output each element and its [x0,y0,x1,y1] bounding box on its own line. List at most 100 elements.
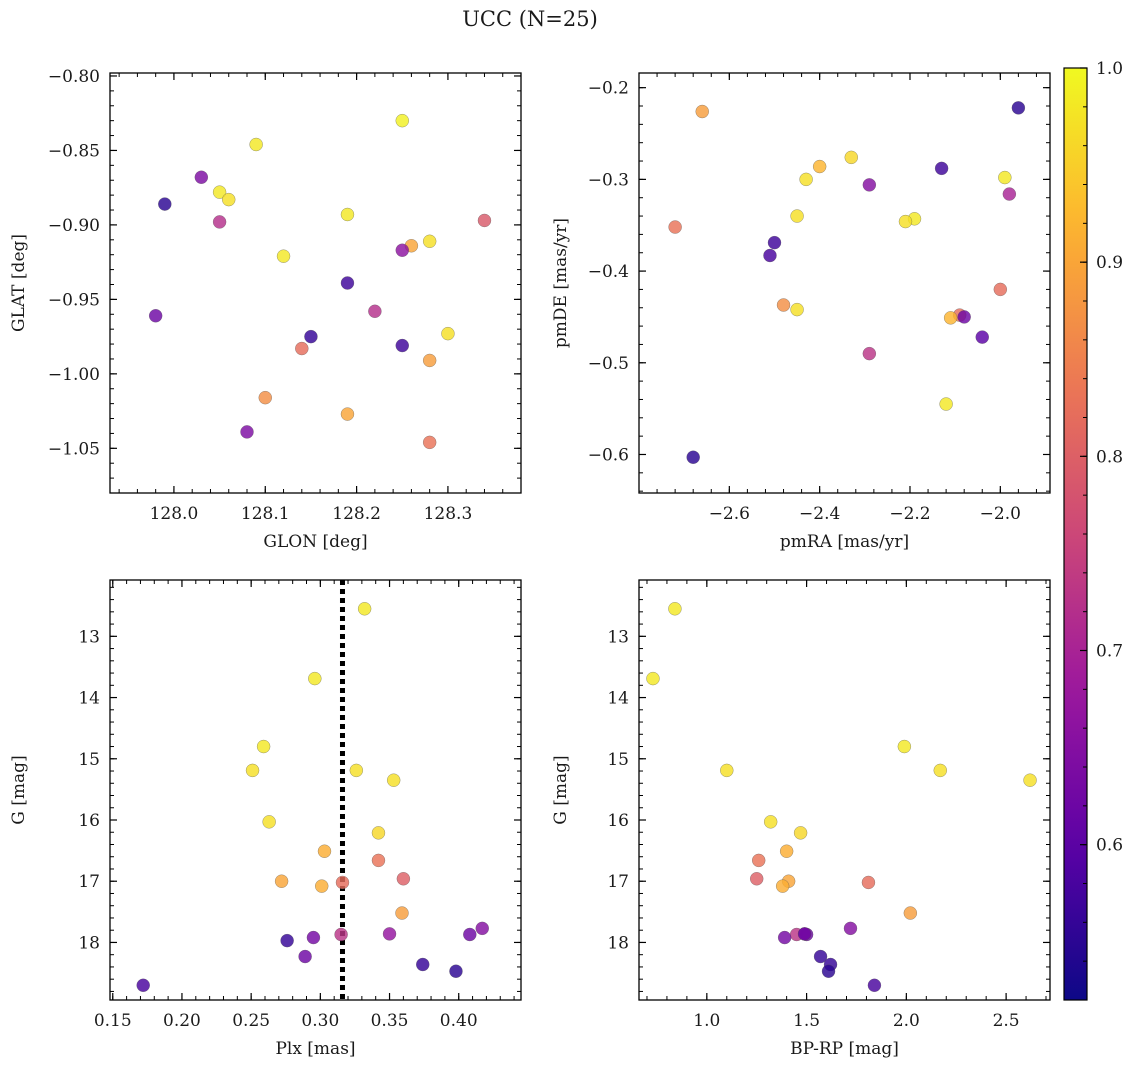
scatter-point [396,872,411,886]
x-tick-label: 128.2 [332,504,381,524]
x-tick-label: 2.5 [993,1011,1020,1031]
y-tick-label: 16 [607,811,629,831]
scatter-point [280,933,294,948]
axes-frame [638,579,1051,1001]
scatter-point [212,185,227,199]
scatter-point [862,346,877,361]
scatter-point [368,304,382,319]
scatter-point [897,739,912,754]
colorbar-tick-label: 0.9 [1096,253,1123,273]
scatter-point [775,879,790,893]
scatter-point [843,921,858,936]
scatter-point [308,671,322,686]
y-tick-label: 15 [78,750,100,770]
x-tick-label: 0.15 [94,1011,132,1031]
x-tick-label: 2.0 [893,1011,920,1031]
scatter-point [334,927,348,942]
scatter-point [463,927,477,942]
panel-parallax-magnitude: 0.15 0.20 0.25 0.30 0.35 0.40 13 14 15 16 17 18 Plx … [9,579,522,1059]
scatter-point [340,407,355,421]
x-tick-label: 0.40 [440,1011,478,1031]
y-tick-label: 13 [78,627,100,647]
colorbar-tick-label: 1.0 [1096,59,1123,79]
y-tick-label: −0.4 [588,262,629,282]
figure-title: UCC (N=25) [462,7,598,31]
x-tick-label: 0.20 [163,1011,201,1031]
x-tick-label: 1.5 [793,1011,820,1031]
scatter-point [415,957,430,972]
x-axis-label: Plx [mas] [275,1039,355,1059]
scatter-point [306,930,321,945]
scatter-point [933,763,948,778]
scatter-point [799,172,813,187]
scatter-point [763,815,778,829]
scatter-point [821,964,836,978]
colorbar-tick-label: 0.6 [1096,836,1123,856]
x-tick-label: 128.1 [241,504,290,524]
scatter-point [386,773,401,787]
scatter-point [240,425,254,439]
scatter-point [993,282,1008,297]
scatter-point [349,763,364,778]
scatter-point [136,978,150,993]
scatter-point [441,326,455,341]
scatter-point [844,150,859,165]
y-tick-label: −0.80 [48,67,100,87]
scatter-point [776,298,791,312]
scatter-point [314,879,329,893]
scatter-point [422,234,437,249]
scatter-point [998,170,1012,185]
x-tick-label: −2.6 [709,504,750,524]
scatter-point [943,311,958,325]
y-tick-label: 17 [607,872,629,892]
y-tick-label: −1.00 [48,365,100,385]
scatter-point [212,215,227,229]
y-tick-label: −0.95 [48,290,100,310]
scatter-point [194,170,209,185]
y-tick-label: 15 [607,750,629,770]
y-tick-label: −0.6 [588,445,629,465]
scatter-point [793,826,808,840]
scatter-point [939,397,953,411]
y-axis-label: G [mag] [551,755,571,824]
x-tick-label: 128.3 [424,504,473,524]
x-tick-label: 0.35 [371,1011,409,1031]
x-tick-label: −2.4 [799,504,840,524]
scatter-point [256,739,271,754]
scatter-point [382,927,397,941]
scatter-point [813,949,828,964]
scatter-point [686,450,700,464]
scatter-point [245,763,260,778]
scatter-point [295,341,309,356]
x-axis-label: pmRA [mas/yr] [780,532,909,552]
scatter-point [903,906,918,920]
scatter-point [867,978,882,993]
axes-frame [109,72,522,494]
scatter-point [475,921,490,936]
panel-sky-position: 128.0 128.1 128.2 128.3 −0.80 −0.85 −0.90 −0.95… [9,67,522,552]
scatter-point [395,906,409,920]
scatter-point [395,338,410,353]
scatter-point [258,390,273,405]
scatter-point [449,964,463,978]
axes-frame [638,72,1051,494]
scatter-point [422,353,437,368]
scatter-point [371,826,386,840]
scatter-point [1011,101,1026,115]
scatter-point [158,197,172,211]
y-tick-label: −1.05 [48,439,100,459]
scatter-point [340,207,355,222]
x-axis-label: BP-RP [mag] [790,1039,899,1059]
scatter-point [395,243,410,257]
y-tick-label: 14 [78,689,100,709]
scatter-point [777,930,792,945]
scatter-point [1002,187,1017,201]
y-axis-label: GLAT [deg] [9,234,29,332]
x-tick-label: 0.25 [232,1011,270,1031]
scatter-point [1023,773,1037,787]
y-tick-label: −0.85 [48,141,100,161]
scatter-point [812,159,827,174]
scatter-point [975,330,990,344]
x-tick-label: 1.0 [693,1011,720,1031]
